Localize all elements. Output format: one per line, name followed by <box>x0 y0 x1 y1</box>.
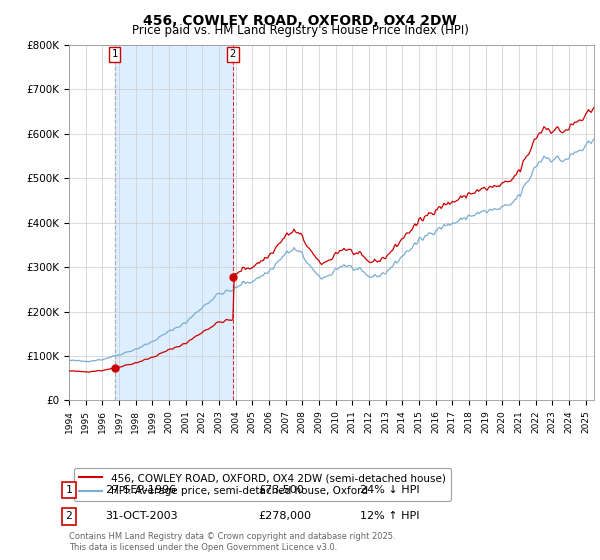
Text: 1: 1 <box>112 49 118 59</box>
Text: 24% ↓ HPI: 24% ↓ HPI <box>360 485 419 495</box>
Bar <box>115 45 233 400</box>
Text: 456, COWLEY ROAD, OXFORD, OX4 2DW: 456, COWLEY ROAD, OXFORD, OX4 2DW <box>143 14 457 28</box>
Text: £278,000: £278,000 <box>258 511 311 521</box>
Text: Price paid vs. HM Land Registry's House Price Index (HPI): Price paid vs. HM Land Registry's House … <box>131 24 469 36</box>
Text: 31-OCT-2003: 31-OCT-2003 <box>105 511 178 521</box>
Text: 27-SEP-1996: 27-SEP-1996 <box>105 485 176 495</box>
Text: 2: 2 <box>65 511 73 521</box>
Text: 2: 2 <box>230 49 236 59</box>
Text: 12% ↑ HPI: 12% ↑ HPI <box>360 511 419 521</box>
Text: £73,500: £73,500 <box>258 485 304 495</box>
Text: Contains HM Land Registry data © Crown copyright and database right 2025.
This d: Contains HM Land Registry data © Crown c… <box>69 532 395 552</box>
Legend: 456, COWLEY ROAD, OXFORD, OX4 2DW (semi-detached house), HPI: Average price, sem: 456, COWLEY ROAD, OXFORD, OX4 2DW (semi-… <box>74 468 451 501</box>
Text: 1: 1 <box>65 485 73 495</box>
